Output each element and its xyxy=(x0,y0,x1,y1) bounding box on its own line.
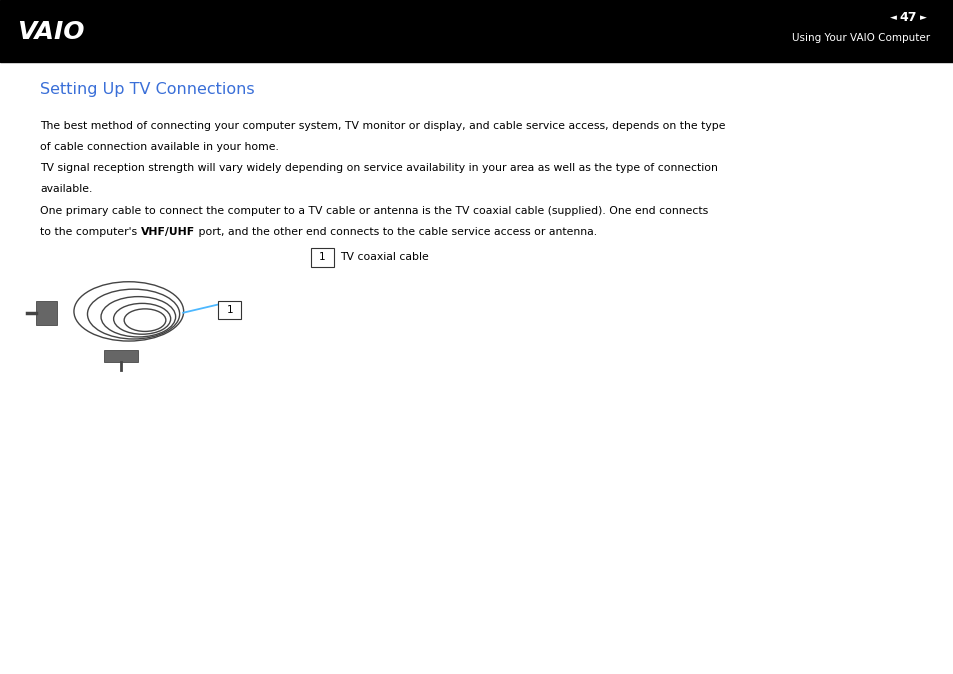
Text: ◄: ◄ xyxy=(889,13,896,22)
Bar xyxy=(0,0,953,62)
Text: 1: 1 xyxy=(227,305,233,315)
Text: 47: 47 xyxy=(899,11,916,24)
Text: VAIO: VAIO xyxy=(17,20,85,44)
Text: VHF/UHF: VHF/UHF xyxy=(140,227,194,237)
Text: to the computer's: to the computer's xyxy=(40,227,140,237)
Text: port, and the other end connects to the cable service access or antenna.: port, and the other end connects to the … xyxy=(194,227,597,237)
Text: TV coaxial cable: TV coaxial cable xyxy=(339,253,428,262)
Text: of cable connection available in your home.: of cable connection available in your ho… xyxy=(40,142,278,152)
Text: Setting Up TV Connections: Setting Up TV Connections xyxy=(40,82,254,97)
FancyBboxPatch shape xyxy=(311,248,334,267)
Text: Using Your VAIO Computer: Using Your VAIO Computer xyxy=(791,34,929,43)
Text: TV signal reception strength will vary widely depending on service availability : TV signal reception strength will vary w… xyxy=(40,163,718,173)
Text: ►: ► xyxy=(919,13,925,22)
Bar xyxy=(36,301,57,325)
Bar xyxy=(104,350,138,362)
FancyBboxPatch shape xyxy=(218,301,241,319)
Text: 1: 1 xyxy=(319,253,325,262)
Text: One primary cable to connect the computer to a TV cable or antenna is the TV coa: One primary cable to connect the compute… xyxy=(40,206,707,216)
Text: available.: available. xyxy=(40,184,92,194)
Text: The best method of connecting your computer system, TV monitor or display, and c: The best method of connecting your compu… xyxy=(40,121,725,131)
